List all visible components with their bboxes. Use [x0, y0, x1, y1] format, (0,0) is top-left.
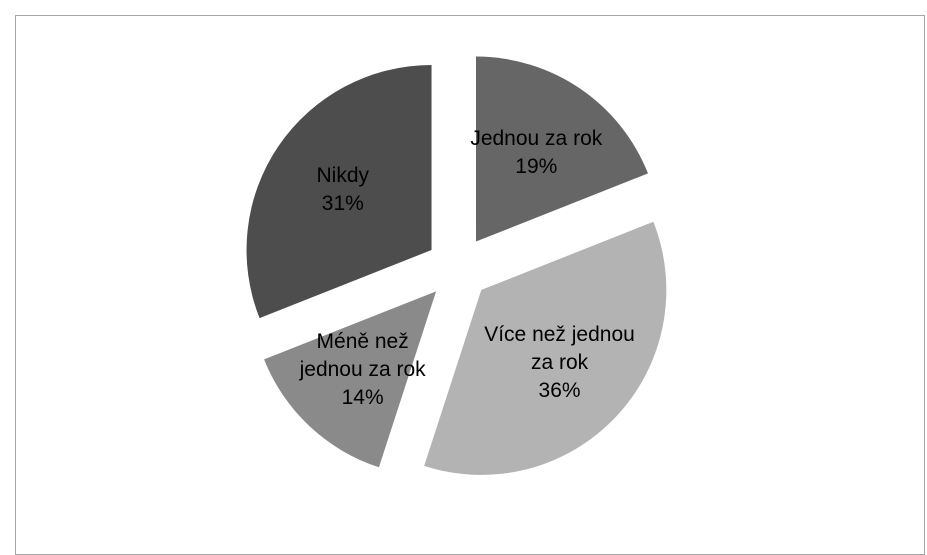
data-label: Méně než jednou za rok 14% — [283, 328, 443, 412]
pie-slice — [424, 221, 667, 475]
value-label: 19% — [515, 154, 558, 178]
category-label: Méně než jednou za rok — [299, 329, 426, 381]
pie-slice — [475, 56, 648, 242]
value-label: 36% — [538, 379, 581, 403]
value-label: 31% — [321, 191, 364, 215]
pie-slice — [264, 291, 437, 468]
category-label: Nikdy — [316, 163, 370, 187]
category-label: Jednou za rok — [470, 126, 603, 150]
category-label: Více než jednou za rok — [484, 323, 635, 375]
data-label: Více než jednou za rok 36% — [480, 321, 640, 405]
pie-slice — [246, 65, 432, 319]
data-label: Nikdy 31% — [263, 162, 423, 218]
value-label: 14% — [341, 385, 384, 409]
data-label: Jednou za rok 19% — [456, 125, 616, 181]
